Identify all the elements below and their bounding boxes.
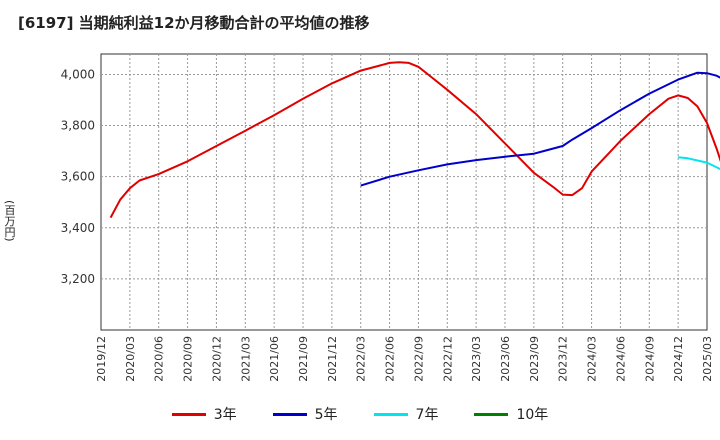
x-tick-label: 2024/12 <box>672 336 685 382</box>
x-tick-label: 2025/03 <box>701 336 714 382</box>
legend: 3年 5年 7年 10年 <box>0 404 720 424</box>
x-tick-label: 2024/06 <box>614 336 627 382</box>
x-tick-label: 2021/06 <box>268 336 281 382</box>
y-axis-label: (百万円) <box>3 200 16 242</box>
legend-label-10y: 10年 <box>516 407 549 423</box>
legend-swatch-5y <box>272 412 307 416</box>
x-tick-label: 2021/09 <box>297 336 310 382</box>
legend-item-3y: 3年 <box>171 404 237 424</box>
legend-item-5y: 5年 <box>272 404 338 424</box>
plot-area <box>100 53 708 331</box>
x-tick-label: 2020/12 <box>210 336 223 382</box>
y-tick-label: 3,600 <box>61 170 95 184</box>
x-tick-label: 2024/09 <box>643 336 656 382</box>
x-tick-label: 2023/06 <box>499 336 512 382</box>
series-5y-line <box>360 71 720 187</box>
x-tick-label: 2021/12 <box>326 336 339 382</box>
legend-label-3y: 3年 <box>213 407 237 423</box>
legend-swatch-7y <box>373 412 408 416</box>
x-tick-label: 2022/03 <box>355 336 368 382</box>
legend-label-7y: 7年 <box>415 407 439 423</box>
series-3y-line <box>109 61 720 219</box>
y-tick-label: 3,800 <box>61 119 95 133</box>
legend-item-7y: 7年 <box>373 404 439 424</box>
x-tick-label: 2022/12 <box>441 336 454 382</box>
series-7y-line <box>677 156 720 171</box>
y-tick-label: 4,000 <box>61 67 95 81</box>
x-tick-label: 2023/03 <box>470 336 483 382</box>
x-tick-label: 2019/12 <box>95 336 108 382</box>
x-tick-label: 2023/09 <box>528 336 541 382</box>
legend-swatch-10y <box>474 412 509 416</box>
legend-swatch-3y <box>171 412 206 416</box>
x-tick-label: 2024/03 <box>586 336 599 382</box>
x-tick-label: 2023/12 <box>557 336 570 382</box>
y-tick-label: 3,200 <box>61 272 95 286</box>
x-tick-label: 2022/06 <box>384 336 397 382</box>
chart-title: [6197] 当期純利益12か月移動合計の平均値の推移 <box>18 14 370 32</box>
x-tick-label: 2020/09 <box>182 336 195 382</box>
x-tick-label: 2020/06 <box>153 336 166 382</box>
x-tick-label: 2022/09 <box>412 336 425 382</box>
y-tick-label: 3,400 <box>61 221 95 235</box>
x-tick-label: 2020/03 <box>124 336 137 382</box>
legend-item-10y: 10年 <box>474 404 548 424</box>
x-tick-label: 2021/03 <box>239 336 252 382</box>
legend-label-5y: 5年 <box>314 407 338 423</box>
